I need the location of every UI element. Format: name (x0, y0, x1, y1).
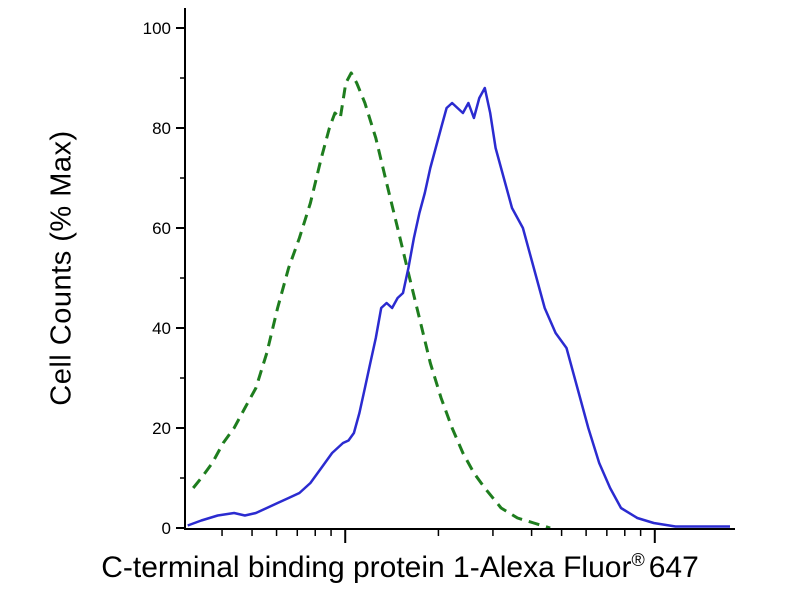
x-axis-label-text: C-terminal binding protein 1-Alexa Fluor (101, 551, 632, 584)
y-tick-label: 40 (152, 319, 171, 338)
y-tick-label: 80 (152, 119, 171, 138)
y-axis-label: Cell Counts (% Max) (45, 130, 78, 406)
y-tick-label: 0 (162, 519, 171, 538)
y-tick-label: 20 (152, 419, 171, 438)
y-tick-label: 100 (143, 19, 171, 38)
registered-trademark-symbol: ® (631, 550, 645, 570)
x-axis-label-suffix: 647 (648, 551, 699, 584)
series-solid-blue-stained (187, 86, 730, 528)
x-axis-label: C-terminal binding protein 1-Alexa Fluor… (0, 550, 800, 585)
series-dashed-green-control (192, 71, 551, 530)
y-tick-label: 60 (152, 219, 171, 238)
